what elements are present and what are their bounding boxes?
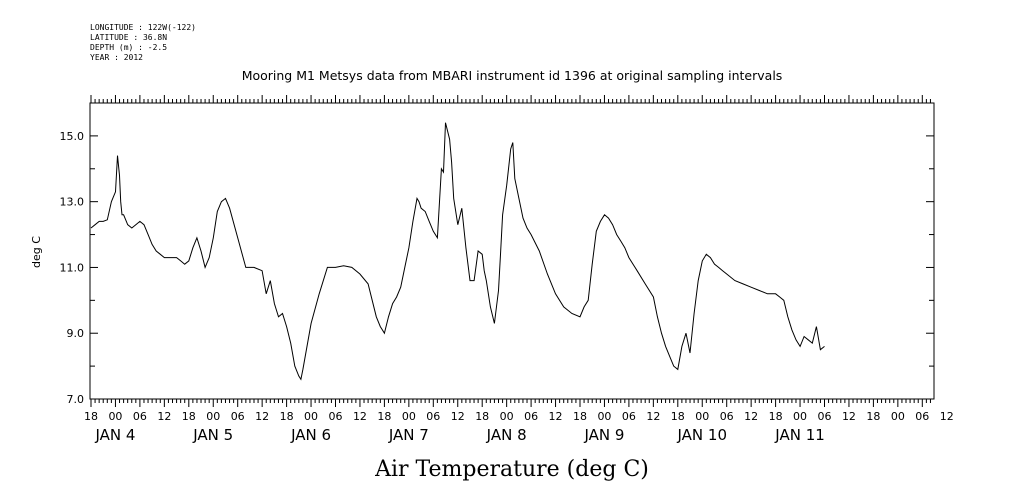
y-tick-label: 15.0 <box>60 130 85 143</box>
y-axis: 7.0 9.0 11.0 13.0 15.0 <box>60 102 934 406</box>
x-hour-label: 18 <box>182 410 196 423</box>
x-hour-label: 00 <box>402 410 416 423</box>
x-hour-label: 00 <box>108 410 122 423</box>
x-hour-label: 12 <box>157 410 171 423</box>
x-day-label: JAN 10 <box>677 426 728 444</box>
x-hour-label: 12 <box>940 410 954 423</box>
x-hour-label: 06 <box>622 410 636 423</box>
meta-year: YEAR : 2012 <box>90 53 143 62</box>
x-hour-label: 12 <box>842 410 856 423</box>
y-axis-label: deg C <box>30 236 43 268</box>
x-day-label: JAN 11 <box>774 426 825 444</box>
y-tick-label: 11.0 <box>60 261 85 274</box>
x-day-label: JAN 6 <box>290 426 331 444</box>
metadata-block: LONGITUDE : 122W(-122) LATITUDE : 36.8N … <box>90 23 196 62</box>
x-day-label: JAN 7 <box>388 426 429 444</box>
x-hour-label: 18 <box>769 410 783 423</box>
x-hour-label: 18 <box>84 410 98 423</box>
x-hour-label: 06 <box>915 410 929 423</box>
meta-longitude: LONGITUDE : 122W(-122) <box>90 23 196 32</box>
x-hour-label: 12 <box>744 410 758 423</box>
x-hour-label: 00 <box>695 410 709 423</box>
x-hour-label: 12 <box>255 410 269 423</box>
x-hour-label: 12 <box>549 410 563 423</box>
y-tick-label: 13.0 <box>60 196 85 209</box>
x-hour-label: 06 <box>720 410 734 423</box>
x-hour-label: 00 <box>304 410 318 423</box>
x-hour-label: 00 <box>500 410 514 423</box>
series-line-air-temperature <box>90 122 825 381</box>
x-hour-label: 18 <box>475 410 489 423</box>
x-hour-label: 12 <box>451 410 465 423</box>
x-hour-label: 06 <box>818 410 832 423</box>
x-hour-label: 06 <box>133 410 147 423</box>
x-day-label: JAN 8 <box>486 426 527 444</box>
x-hour-label: 18 <box>573 410 587 423</box>
x-day-label: JAN 9 <box>583 426 624 444</box>
x-axis: 18 00 06 12 18 00 06 12 18 00 06 12 18 00 06 12 18 00 06 12… <box>84 95 954 444</box>
chart-title: Mooring M1 Metsys data from MBARI instru… <box>242 68 783 83</box>
x-hour-label: 18 <box>377 410 391 423</box>
y-tick-label: 7.0 <box>67 393 85 406</box>
series-group <box>90 122 825 381</box>
x-hour-label: 18 <box>671 410 685 423</box>
x-hour-label: 12 <box>646 410 660 423</box>
x-hour-label: 18 <box>866 410 880 423</box>
x-hour-label: 00 <box>891 410 905 423</box>
meta-depth: DEPTH (m) : -2.5 <box>90 43 167 52</box>
x-hour-label: 00 <box>206 410 220 423</box>
x-hour-label: 06 <box>231 410 245 423</box>
x-day-label: JAN 4 <box>94 426 135 444</box>
x-hour-label: 00 <box>793 410 807 423</box>
meta-latitude: LATITUDE : 36.8N <box>90 33 167 42</box>
x-hour-label: 06 <box>426 410 440 423</box>
x-hour-label: 06 <box>329 410 343 423</box>
x-axis-title: Air Temperature (deg C) <box>374 457 649 482</box>
y-tick-label: 9.0 <box>67 327 85 340</box>
plot-frame <box>89 102 935 400</box>
x-hour-label: 12 <box>353 410 367 423</box>
x-hour-label: 06 <box>524 410 538 423</box>
x-hour-label: 18 <box>280 410 294 423</box>
x-hour-label: 00 <box>597 410 611 423</box>
x-day-label: JAN 5 <box>192 426 233 444</box>
